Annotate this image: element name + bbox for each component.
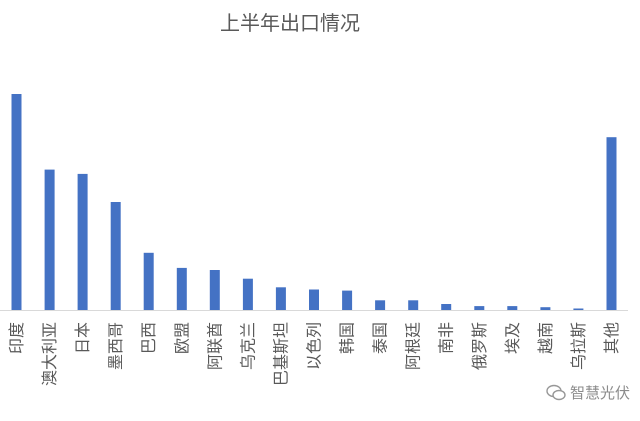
bar-10 — [342, 290, 353, 310]
category-label-1: 澳大利亚 — [40, 322, 59, 386]
bar-3 — [110, 202, 121, 310]
category-label-8: 巴基斯坦 — [271, 322, 290, 386]
category-label-15: 埃及 — [503, 322, 522, 354]
category-label-11: 泰国 — [371, 322, 390, 354]
bar-1 — [44, 169, 55, 310]
bar-14 — [474, 306, 485, 310]
category-label-13: 南非 — [437, 322, 456, 354]
bar-4 — [143, 252, 154, 310]
category-label-16: 越南 — [536, 322, 555, 354]
bar-0 — [11, 94, 22, 310]
category-label-10: 韩国 — [338, 322, 357, 354]
watermark-text: 智慧光伏 — [569, 384, 630, 402]
category-label-7: 乌克兰 — [238, 322, 257, 370]
bar-9 — [309, 289, 319, 310]
bar-5 — [176, 267, 187, 310]
bar-7 — [242, 278, 253, 310]
category-labels-group: 印度 澳大利亚 日本 墨西哥 巴西 欧盟 阿联酋 乌克兰 巴基斯坦 以色列 韩国 泰国 阿根廷 南非 俄罗斯… — [7, 322, 621, 386]
bar-17 — [573, 308, 584, 310]
category-label-14: 俄罗斯 — [470, 322, 489, 370]
bar-18 — [606, 137, 617, 310]
bar-13 — [441, 304, 452, 310]
bar-2 — [77, 173, 88, 310]
category-label-3: 墨西哥 — [106, 322, 125, 370]
category-label-18: 其他 — [602, 322, 621, 354]
category-label-17: 乌拉斯 — [569, 322, 588, 370]
category-label-4: 巴西 — [139, 322, 158, 354]
bar-11 — [375, 300, 386, 310]
category-label-5: 欧盟 — [172, 322, 191, 354]
category-label-6: 阿联酋 — [205, 322, 224, 370]
bar-15 — [507, 306, 518, 310]
bar-16 — [540, 307, 551, 310]
bar-6 — [209, 270, 220, 310]
chart-title: 上半年出口情况 — [220, 11, 360, 35]
category-label-12: 阿根廷 — [404, 322, 423, 370]
bar-8 — [275, 287, 286, 310]
bar-12 — [408, 300, 419, 310]
watermark: 智慧光伏 — [546, 382, 630, 403]
category-label-0: 印度 — [7, 322, 26, 354]
bars-group — [11, 94, 617, 310]
category-label-9: 以色列 — [305, 322, 324, 370]
category-label-2: 日本 — [73, 322, 92, 354]
wechat-bubble-icon — [546, 384, 566, 400]
